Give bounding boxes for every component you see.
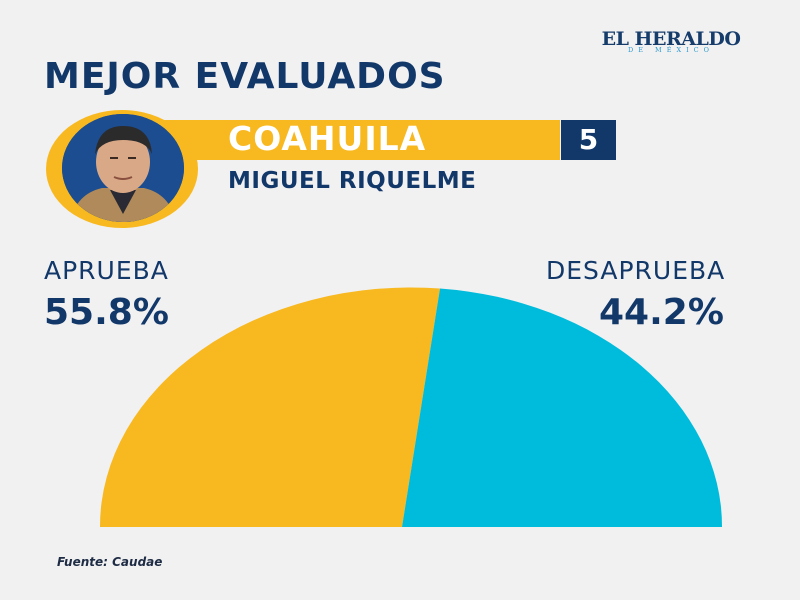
approve-percentage: 55.8% [44, 292, 169, 333]
state-banner [160, 120, 560, 160]
disapprove-segment [402, 288, 723, 527]
person-name: MIGUEL RIQUELME [228, 168, 477, 194]
disapprove-percentage: 44.2% [599, 292, 724, 333]
brand-name: EL HERALDO [601, 28, 741, 50]
brand-subtitle: DE MÉXICO [628, 46, 714, 54]
avatar [62, 114, 184, 222]
page-title: MEJOR EVALUADOS [44, 56, 446, 97]
rank-badge: 5 [561, 120, 616, 160]
approve-label: APRUEBA [44, 256, 169, 285]
state-name: COAHUILA [228, 119, 427, 158]
person-photo-icon [62, 114, 184, 222]
brand-logo: EL HERALDO DE MÉXICO [585, 29, 757, 54]
disapprove-label: DESAPRUEBA [546, 256, 726, 285]
approve-segment [99, 287, 440, 527]
source-note: Fuente: Caudae [57, 555, 163, 569]
